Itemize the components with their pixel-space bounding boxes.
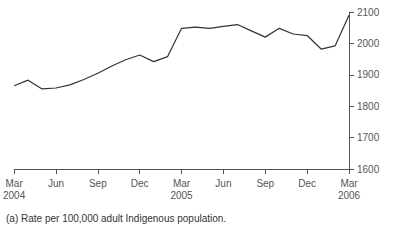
svg-text:2100: 2100 xyxy=(357,7,380,18)
svg-text:1900: 1900 xyxy=(357,69,380,80)
svg-text:2000: 2000 xyxy=(357,38,380,49)
svg-text:1600: 1600 xyxy=(357,164,380,175)
svg-text:Mar: Mar xyxy=(6,178,24,189)
svg-text:2004: 2004 xyxy=(3,190,26,201)
svg-text:1800: 1800 xyxy=(357,101,380,112)
svg-text:1700: 1700 xyxy=(357,132,380,143)
svg-text:Jun: Jun xyxy=(48,178,64,189)
svg-text:2006: 2006 xyxy=(338,190,361,201)
svg-text:Sep: Sep xyxy=(89,178,107,189)
svg-text:Mar: Mar xyxy=(340,178,358,189)
svg-text:Sep: Sep xyxy=(256,178,274,189)
svg-text:Jun: Jun xyxy=(215,178,231,189)
svg-text:Mar: Mar xyxy=(173,178,191,189)
svg-text:Dec: Dec xyxy=(298,178,316,189)
svg-text:2005: 2005 xyxy=(170,190,193,201)
svg-text:(a) Rate per 100,000 adult Ind: (a) Rate per 100,000 adult Indigenous po… xyxy=(6,213,226,224)
svg-text:Dec: Dec xyxy=(131,178,149,189)
